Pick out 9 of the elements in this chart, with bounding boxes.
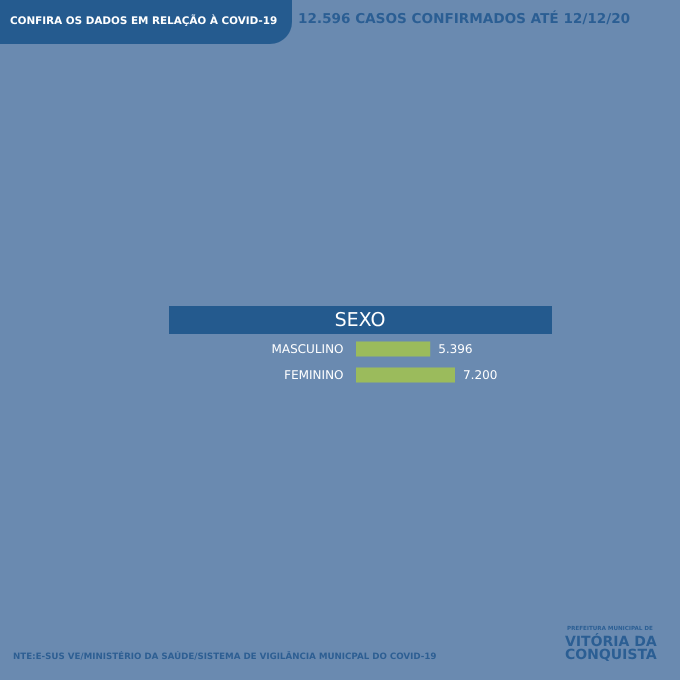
text: NTE:E-SUS VE/MINISTÉRIO DA SAÚDE/SISTEMA DE VIGILÂNCIA MUNICPAL DO COVID-19 [13,652,436,662]
y-tick-label: MASCULINO [272,342,344,356]
data-label: 5.396 [438,342,473,356]
data-label: 7.200 [463,368,498,382]
text: VITÓRIA DA CONQUISTA [565,634,658,663]
chart-title: SEXO [334,309,386,331]
text: CONFIRA OS DADOS EM RELAÇÃO À COVID-19 [10,15,278,27]
text: 12.596 CASOS CONFIRMADOS ATÉ 12/12/20 [298,11,630,27]
y-tick-label: FEMININO [284,368,344,382]
